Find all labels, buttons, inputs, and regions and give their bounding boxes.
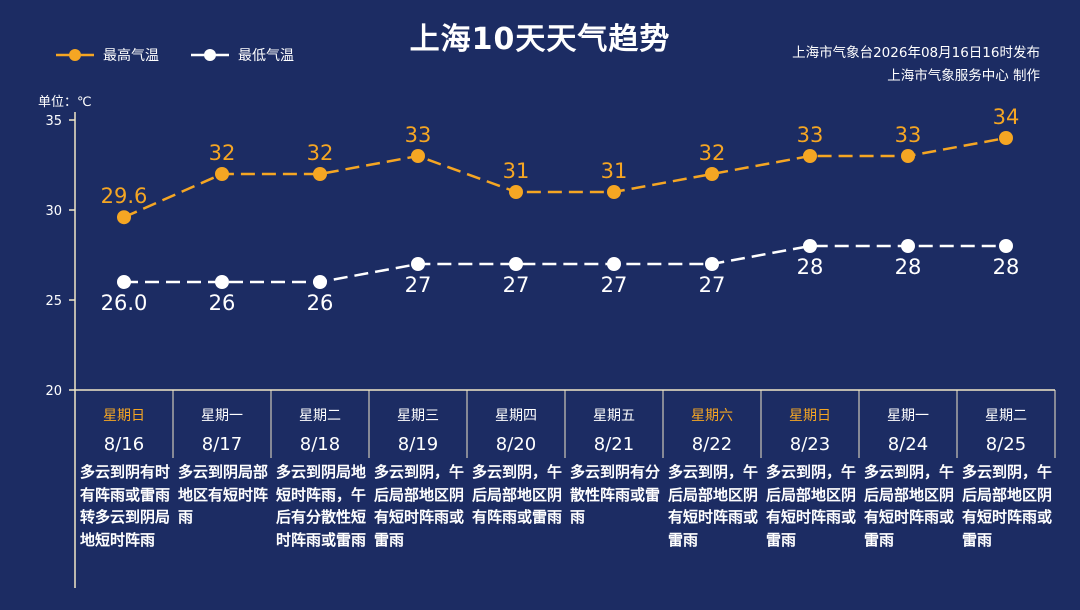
series-point-low — [215, 275, 229, 289]
day-weather-text: 多云到阴，午后局部地区阴有短时阵雨或雷雨 — [864, 463, 955, 549]
day-date-label: 8/18 — [300, 434, 340, 455]
series-point-low — [607, 257, 621, 271]
series-point-high — [215, 167, 229, 181]
data-label-low: 28 — [895, 255, 922, 279]
data-label-low: 27 — [601, 273, 628, 297]
day-date-label: 8/17 — [202, 434, 242, 455]
data-label-high: 32 — [307, 141, 334, 165]
data-label-high: 31 — [503, 159, 530, 183]
day-weekday-label: 星期三 — [397, 408, 439, 424]
data-label-low: 26 — [307, 291, 334, 315]
series-point-high — [705, 167, 719, 181]
day-weather-text: 多云到阴，午后局部地区阴有短时阵雨或雷雨 — [374, 463, 465, 549]
series-point-high — [313, 167, 327, 181]
day-date-label: 8/25 — [986, 434, 1026, 455]
day-weekday-label: 星期二 — [985, 408, 1027, 424]
series-line-high — [123, 136, 1007, 219]
day-weather-text: 多云到阴，午后局部地区阴有短时阵雨或雷雨 — [766, 463, 857, 549]
series-point-high — [607, 185, 621, 199]
day-date-label: 8/16 — [104, 434, 144, 455]
day-weekday-label: 星期五 — [593, 408, 635, 424]
day-weekday-label: 星期日 — [103, 408, 145, 424]
data-label-high: 29.6 — [101, 184, 148, 208]
series-point-high — [411, 149, 425, 163]
data-label-high: 32 — [209, 141, 236, 165]
data-label-high: 33 — [405, 123, 432, 147]
series-point-high — [999, 131, 1013, 145]
day-weekday-label: 星期六 — [691, 408, 733, 424]
chart-title: 上海10天天气趋势 — [409, 22, 671, 57]
legend-line-high-icon — [56, 49, 94, 61]
series-point-high — [509, 185, 523, 199]
data-label-low: 26.0 — [101, 291, 148, 315]
data-label-high: 33 — [895, 123, 922, 147]
data-label-low: 27 — [405, 273, 432, 297]
data-label-low: 27 — [503, 273, 530, 297]
day-date-label: 8/19 — [398, 434, 438, 455]
data-label-high: 34 — [993, 105, 1020, 129]
day-weather-text: 多云到阴局部地区有短时阵雨 — [178, 463, 269, 526]
series-point-high — [803, 149, 817, 163]
legend-label-high: 最高气温 — [103, 48, 159, 64]
series-point-low — [803, 239, 817, 253]
y-tick-label-35: 35 — [45, 114, 62, 129]
day-weather-text: 多云到阴，午后局部地区阴有短时阵雨或雷雨 — [668, 463, 759, 549]
legend-item-high: 最高气温 — [55, 44, 159, 66]
day-weekday-label: 星期一 — [201, 408, 243, 424]
data-label-high: 32 — [699, 141, 726, 165]
legend-item-low: 最低气温 — [190, 44, 294, 66]
series-point-low — [117, 275, 131, 289]
day-weather-text: 多云到阴有分散性阵雨或雷雨 — [570, 463, 661, 526]
y-axis-unit-label: 单位：℃ — [38, 95, 92, 110]
day-date-label: 8/22 — [692, 434, 732, 455]
data-label-low: 27 — [699, 273, 726, 297]
issuer-credit: 上海市气象台2026年08月16日16时发布 — [792, 45, 1040, 61]
day-date-label: 8/21 — [594, 434, 634, 455]
y-tick-label-25: 25 — [45, 294, 62, 309]
day-weather-text: 多云到阴局地短时阵雨，午后有分散性短时阵雨或雷雨 — [276, 463, 367, 549]
day-date-label: 8/20 — [496, 434, 536, 455]
data-label-low: 26 — [209, 291, 236, 315]
data-label-low: 28 — [993, 255, 1020, 279]
day-weekday-label: 星期四 — [495, 408, 537, 424]
day-weather-text: 多云到阴有时有阵雨或雷雨转多云到阴局地短时阵雨 — [80, 463, 171, 549]
data-label-low: 28 — [797, 255, 824, 279]
day-date-label: 8/23 — [790, 434, 830, 455]
day-weekday-label: 星期一 — [887, 408, 929, 424]
series-line-low — [124, 244, 1006, 284]
series-point-low — [411, 257, 425, 271]
series-point-low — [705, 257, 719, 271]
y-tick-label-30: 30 — [45, 204, 62, 219]
series-point-low — [313, 275, 327, 289]
producer-credit: 上海市气象服务中心 制作 — [887, 68, 1040, 84]
series-point-high — [117, 210, 131, 225]
legend-label-low: 最低气温 — [238, 48, 294, 64]
y-tick-label-20: 20 — [45, 384, 62, 399]
data-label-high: 33 — [797, 123, 824, 147]
series-point-low — [901, 239, 915, 253]
data-label-high: 31 — [601, 159, 628, 183]
day-date-label: 8/24 — [888, 434, 928, 455]
day-weekday-label: 星期二 — [299, 408, 341, 424]
day-weekday-label: 星期日 — [789, 408, 831, 424]
series-point-low — [999, 239, 1013, 253]
day-weather-text: 多云到阴，午后局部地区阴有短时阵雨或雷雨 — [962, 463, 1053, 549]
series-point-low — [509, 257, 523, 271]
day-weather-text: 多云到阴，午后局部地区阴有阵雨或雷雨 — [472, 463, 563, 526]
legend-line-low-icon — [191, 49, 229, 61]
series-point-high — [901, 149, 915, 163]
